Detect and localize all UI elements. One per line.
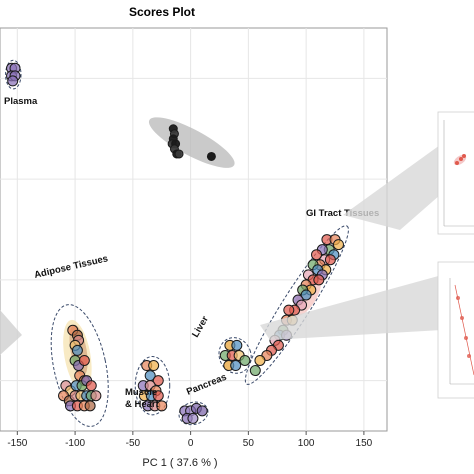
label-plasma: Plasma xyxy=(4,96,38,107)
group-ellipse xyxy=(218,337,252,374)
score-point xyxy=(84,400,96,412)
group-ellipse xyxy=(134,356,171,416)
score-point xyxy=(152,375,164,387)
score-point xyxy=(196,405,208,417)
adipose-ellipse xyxy=(50,304,109,427)
score-point xyxy=(249,365,261,377)
score-point xyxy=(7,75,19,87)
score-point xyxy=(156,400,168,412)
label-gi-tract: GI Tract Tissues xyxy=(306,208,379,219)
grid-lines xyxy=(0,28,387,431)
x-axis-label: PC 1 ( 37.6 % ) xyxy=(142,457,217,469)
score-point xyxy=(90,390,102,402)
zoom-wedge-d xyxy=(343,145,440,230)
score-point xyxy=(239,354,251,366)
score-points xyxy=(6,62,344,424)
inset-panel-d xyxy=(437,111,474,235)
x-tick-label: 150 xyxy=(356,438,373,449)
x-tick-label: -100 xyxy=(65,438,85,449)
score-point xyxy=(324,254,336,266)
chart-title: Scores Plot xyxy=(129,5,195,19)
score-point xyxy=(174,149,184,159)
score-point xyxy=(230,360,242,372)
score-point xyxy=(206,151,216,161)
inset-panel-e xyxy=(437,261,474,399)
score-point xyxy=(254,354,266,366)
score-point xyxy=(85,380,97,392)
zoom-wedge-e xyxy=(260,275,442,340)
x-tick-label: -150 xyxy=(7,438,27,449)
score-point xyxy=(152,390,164,402)
label-heart: & Heart xyxy=(125,399,160,410)
score-point xyxy=(148,360,160,372)
x-axis-ticks: -150 -100 -50 0 50 100 150 xyxy=(7,431,373,449)
plot-area xyxy=(0,27,388,432)
score-point xyxy=(300,289,312,301)
score-point xyxy=(283,304,295,316)
score-point xyxy=(187,412,199,424)
score-point xyxy=(313,274,325,286)
score-point xyxy=(71,344,83,356)
zoom-wedge-left xyxy=(0,310,22,355)
x-tick-label: 50 xyxy=(243,438,255,449)
score-point xyxy=(78,354,90,366)
x-tick-label: -50 xyxy=(126,438,141,449)
score-point xyxy=(311,249,323,261)
group-ellipse xyxy=(5,59,22,90)
x-tick-label: 100 xyxy=(298,438,315,449)
group-ellipse xyxy=(178,401,209,426)
score-point xyxy=(332,239,344,251)
score-point xyxy=(231,339,243,351)
label-muscle: Muscle xyxy=(125,387,157,398)
x-tick-label: 0 xyxy=(188,438,194,449)
